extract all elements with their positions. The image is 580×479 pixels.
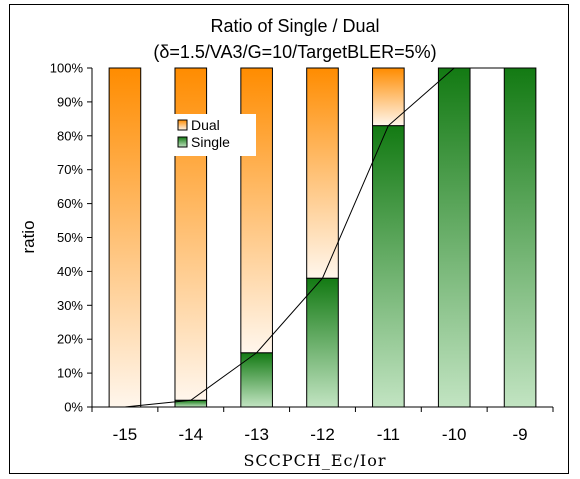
- y-tick-label: 30%: [57, 298, 83, 313]
- bar-dual: [240, 67, 273, 354]
- chart-title: Ratio of Single / Dual: [210, 16, 379, 36]
- y-tick-label: 10%: [57, 366, 83, 381]
- x-tick-label: -10: [442, 425, 467, 444]
- legend-box: [174, 114, 256, 156]
- x-tick-label: -12: [310, 425, 335, 444]
- y-tick-label: 70%: [57, 162, 83, 177]
- chart-subtitle: (δ=1.5/VA3/G=10/TargetBLER=5%): [153, 42, 436, 62]
- x-tick-label: -9: [513, 425, 528, 444]
- legend-label-single: Single: [191, 134, 230, 150]
- y-tick-label: 60%: [57, 196, 83, 211]
- plot-area: 0% 10% 20% 30% 40% 50% 60% 70% 80% 90% 100% -15 -14 -…: [50, 61, 554, 444]
- bar-single: [306, 277, 339, 408]
- y-tick-label: 0%: [64, 400, 83, 415]
- y-tick-label: 50%: [57, 230, 83, 245]
- legend-swatch-dual: [177, 119, 188, 131]
- x-tick-label: -14: [178, 425, 203, 444]
- chart-frame: Ratio of Single / Dual (δ=1.5/VA3/G=10/T…: [9, 4, 569, 474]
- y-axis-label: ratio: [19, 220, 38, 253]
- legend-swatch-single: [177, 136, 188, 148]
- bar-single: [503, 67, 537, 408]
- bar-single: [372, 125, 405, 408]
- x-axis-label: SCCPCH_Ec/Ior: [243, 451, 386, 470]
- legend-label-dual: Dual: [191, 117, 220, 133]
- bar-dual: [306, 67, 339, 279]
- y-tick-label: 90%: [57, 94, 83, 109]
- y-tick-label: 80%: [57, 128, 83, 143]
- single-trend-line: [124, 67, 521, 408]
- x-tick-label: -15: [113, 425, 138, 444]
- y-tick-label: 100%: [50, 61, 84, 76]
- bar-single: [437, 67, 471, 408]
- bar-dual: [372, 67, 405, 127]
- bar-dual: [108, 67, 142, 408]
- chart-svg: Ratio of Single / Dual (δ=1.5/VA3/G=10/T…: [19, 16, 554, 470]
- x-tick-label: -13: [244, 425, 269, 444]
- y-tick-label: 40%: [57, 264, 83, 279]
- x-tick-label: -11: [377, 425, 400, 444]
- y-tick-label: 20%: [57, 332, 83, 347]
